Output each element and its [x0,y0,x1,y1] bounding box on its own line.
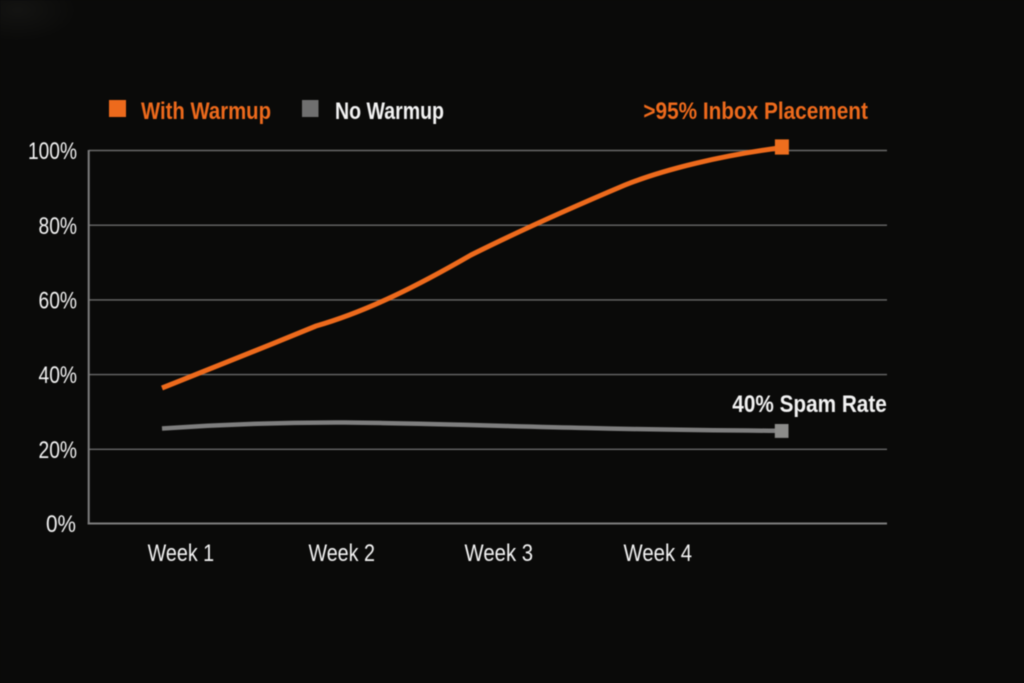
svg-text:40%: 40% [39,362,78,389]
svg-text:Week 2: Week 2 [308,540,375,567]
svg-text:With Warmup: With Warmup [141,98,271,125]
svg-text:100%: 100% [28,138,77,165]
svg-text:Week 4: Week 4 [624,540,693,567]
svg-text:No Warmup: No Warmup [335,98,444,125]
svg-text:40% Spam Rate: 40% Spam Rate [732,391,887,418]
svg-text:0%: 0% [46,511,76,538]
svg-text:60%: 60% [39,288,78,315]
svg-text:>95% Inbox Placement: >95% Inbox Placement [643,98,868,125]
svg-text:20%: 20% [39,437,78,464]
svg-text:Week 1: Week 1 [148,540,215,567]
svg-text:80%: 80% [39,213,78,240]
svg-text:Week 3: Week 3 [465,540,534,567]
